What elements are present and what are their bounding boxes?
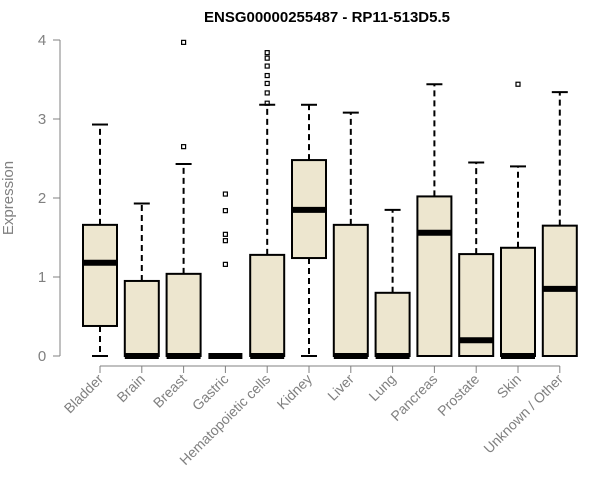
x-tick-label: Liver	[324, 371, 357, 404]
outlier-point	[264, 55, 270, 61]
box-pancreas	[416, 83, 453, 357]
iqr-box	[123, 279, 160, 358]
x-tick-label: Kidney	[274, 371, 316, 413]
y-tick-label: 0	[38, 348, 46, 365]
outlier-point	[515, 81, 521, 87]
x-tick-label: Lung	[365, 371, 398, 404]
outlier-point	[264, 63, 270, 69]
box-gastric	[208, 191, 243, 359]
y-tick-label: 3	[38, 111, 46, 128]
x-tick-label: Skin	[494, 371, 525, 402]
x-tick-label: Unknown / Other	[480, 371, 566, 457]
box-lung	[374, 208, 411, 359]
outlier-point	[264, 80, 270, 87]
iqr-box	[332, 223, 369, 357]
outlier-point	[222, 261, 228, 267]
x-tick-label: Breast	[150, 371, 190, 411]
iqr-box	[500, 246, 536, 358]
outlier-point	[181, 39, 187, 45]
outlier-point	[222, 231, 228, 237]
outlier-point	[264, 72, 270, 79]
box-bladder	[82, 123, 118, 357]
x-tick-label: Brain	[113, 371, 147, 405]
box-brain	[123, 202, 160, 359]
box-skin	[500, 81, 536, 359]
outlier-point	[181, 144, 187, 150]
box-hematopoietic-cells	[249, 50, 286, 359]
x-tick-label: Prostate	[434, 371, 482, 419]
chart-title: ENSG00000255487 - RP11-513D5.5	[204, 9, 450, 26]
x-tick-label: Bladder	[61, 371, 107, 417]
y-axis-label: Expression	[0, 161, 17, 235]
box-liver	[332, 111, 369, 359]
iqr-box	[249, 253, 286, 358]
outlier-point	[222, 238, 228, 244]
iqr-box	[374, 291, 411, 357]
outlier-point	[264, 50, 270, 56]
y-axis: 0 1 2 3 4	[38, 32, 61, 365]
outlier-point	[264, 100, 270, 106]
box-kidney	[291, 103, 327, 357]
box-unknown-other	[541, 91, 578, 357]
iqr-box	[416, 195, 453, 357]
iqr-box	[165, 272, 202, 357]
y-tick-label: 2	[38, 190, 46, 207]
y-tick-label: 1	[38, 269, 46, 286]
outlier-point	[222, 191, 228, 197]
y-tick-label: 4	[38, 32, 46, 49]
outlier-point	[264, 90, 270, 96]
iqr-box	[82, 223, 118, 327]
boxes	[82, 39, 578, 359]
outlier-point	[222, 208, 228, 214]
box-prostate	[458, 161, 495, 357]
box-breast	[165, 39, 202, 359]
